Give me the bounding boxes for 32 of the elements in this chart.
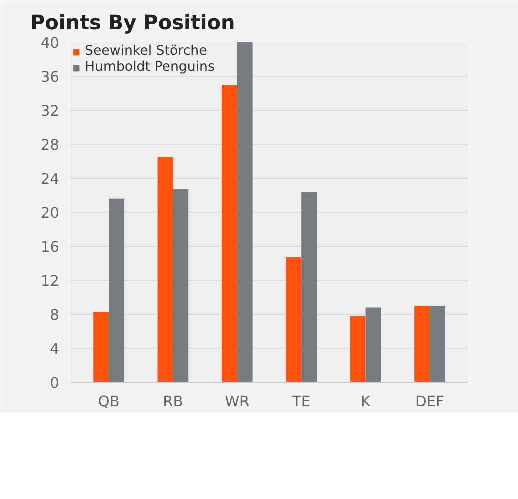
bar bbox=[366, 308, 382, 382]
bar bbox=[109, 198, 124, 382]
chart-title: Points By Position bbox=[30, 10, 236, 34]
y-tick-label: 0 bbox=[50, 375, 60, 392]
bar bbox=[430, 306, 446, 382]
y-tick-label: 4 bbox=[50, 341, 60, 358]
bar bbox=[222, 85, 238, 382]
bar bbox=[414, 306, 430, 382]
y-tick-label: 8 bbox=[50, 307, 60, 324]
bar bbox=[237, 42, 253, 382]
x-tick-label: DEF bbox=[415, 394, 444, 410]
y-tick-label: 36 bbox=[40, 69, 60, 86]
x-tick-label: RB bbox=[163, 394, 184, 410]
y-tick-label: 12 bbox=[40, 273, 60, 290]
bar bbox=[350, 316, 366, 382]
y-tick-label: 32 bbox=[40, 103, 60, 120]
x-tick-label: TE bbox=[291, 394, 311, 410]
x-tick-label: K bbox=[360, 394, 371, 410]
y-tick-label: 24 bbox=[40, 171, 60, 188]
y-tick-label: 40 bbox=[40, 35, 60, 52]
y-tick-label: 28 bbox=[40, 137, 60, 154]
x-tick-label: QB bbox=[98, 394, 120, 410]
legend-label: Humboldt Penguins bbox=[85, 60, 215, 75]
bar bbox=[173, 190, 189, 382]
bar bbox=[286, 258, 302, 382]
bar bbox=[94, 312, 110, 382]
bar bbox=[158, 157, 174, 382]
y-tick-label: 16 bbox=[40, 239, 60, 256]
y-tick-label: 20 bbox=[40, 205, 60, 222]
bar bbox=[302, 192, 318, 382]
legend-label: Seewinkel Störche bbox=[85, 44, 208, 59]
x-tick-label: WR bbox=[225, 394, 250, 410]
